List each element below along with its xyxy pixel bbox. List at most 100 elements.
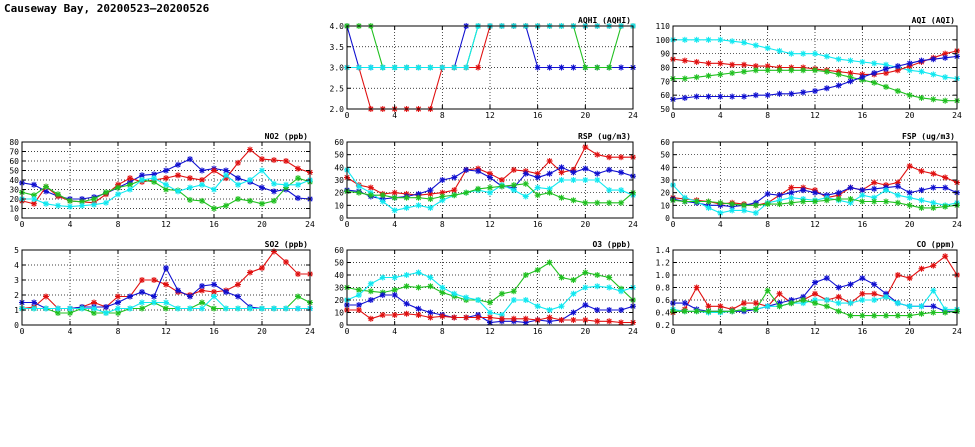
marker-stroke	[918, 266, 925, 272]
marker-stroke	[511, 182, 517, 188]
marker-stroke	[463, 190, 469, 196]
marker-stroke	[836, 284, 842, 291]
marker-stroke	[558, 195, 565, 201]
marker-stroke	[717, 303, 723, 309]
marker-stroke	[895, 300, 901, 306]
data-point	[91, 305, 97, 312]
data-point	[367, 288, 374, 295]
marker-stroke	[582, 166, 588, 172]
marker-stroke	[753, 92, 759, 98]
marker-stroke	[368, 192, 374, 198]
marker-stroke	[812, 67, 818, 73]
data-point	[451, 64, 458, 71]
y-tick-label: 40	[334, 163, 344, 172]
marker-stroke	[356, 287, 362, 293]
marker-stroke	[427, 205, 434, 211]
data-point	[163, 281, 169, 288]
marker-stroke	[705, 198, 712, 205]
x-tick-label: 20	[581, 220, 591, 229]
data-point	[139, 177, 145, 183]
data-point	[812, 88, 818, 95]
data-point	[606, 318, 613, 325]
x-tick-label: 16	[533, 111, 543, 120]
data-point	[475, 64, 482, 71]
data-point	[187, 184, 193, 191]
data-point	[475, 168, 482, 175]
data-point	[741, 202, 747, 209]
marker-stroke	[380, 292, 386, 298]
marker-stroke	[67, 310, 73, 316]
data-point	[729, 38, 736, 45]
data-point	[883, 187, 889, 194]
data-point	[463, 64, 470, 71]
marker-stroke	[682, 300, 688, 306]
marker-stroke	[753, 42, 759, 48]
data-point	[594, 151, 601, 158]
data-point	[800, 187, 807, 194]
data-point	[79, 202, 85, 209]
chart-title: RSP (ug/m3)	[578, 132, 631, 141]
data-point	[812, 198, 818, 205]
marker-stroke	[463, 167, 469, 173]
data-point	[139, 299, 145, 306]
marker-stroke	[415, 284, 422, 291]
marker-stroke	[295, 293, 301, 300]
y-tick-label: 30	[9, 186, 19, 195]
data-point	[942, 184, 949, 191]
data-point	[835, 196, 842, 202]
data-point	[451, 290, 458, 297]
x-tick-label: 8	[440, 111, 445, 120]
data-point	[558, 64, 565, 71]
marker-stroke	[259, 185, 265, 191]
y-tick-label: 80	[9, 138, 19, 147]
y-tick-label: 0	[14, 321, 19, 330]
data-point	[247, 146, 253, 153]
marker-stroke	[356, 307, 362, 313]
marker-stroke	[139, 289, 145, 295]
marker-stroke	[824, 85, 830, 91]
data-point	[283, 259, 289, 265]
marker-stroke	[187, 156, 193, 162]
marker-stroke	[283, 259, 289, 265]
marker-stroke	[847, 78, 854, 84]
marker-stroke	[535, 174, 541, 181]
data-point	[823, 275, 830, 282]
marker-stroke	[392, 292, 398, 298]
data-point	[930, 303, 937, 310]
marker-stroke	[271, 181, 277, 187]
marker-stroke	[271, 198, 277, 204]
marker-stroke	[824, 297, 830, 303]
x-tick-label: 0	[671, 111, 676, 120]
data-point	[717, 60, 724, 67]
data-point	[451, 187, 458, 194]
marker-stroke	[907, 163, 913, 169]
marker-stroke	[151, 179, 157, 185]
data-point	[871, 79, 878, 86]
data-point	[847, 281, 854, 288]
data-point	[247, 197, 253, 204]
data-point	[906, 189, 913, 196]
marker-stroke	[546, 171, 553, 177]
data-point	[391, 64, 398, 71]
data-point	[163, 186, 169, 193]
data-point	[582, 177, 589, 183]
marker-stroke	[115, 293, 121, 300]
marker-stroke	[487, 190, 493, 196]
chart-fsp: 0 10 20 30 40 50 60 0 4 8 12 16 20 24 FSP (ug/m3)	[660, 132, 962, 229]
marker-stroke	[895, 67, 901, 73]
marker-stroke	[907, 92, 913, 98]
marker-stroke	[103, 310, 109, 316]
data-point	[752, 306, 759, 313]
data-point	[379, 198, 386, 205]
x-tick-label: 8	[116, 327, 121, 336]
marker-stroke	[439, 193, 445, 200]
marker-stroke	[175, 287, 181, 294]
marker-stroke	[729, 62, 735, 68]
marker-stroke	[403, 195, 410, 201]
data-point	[705, 204, 712, 211]
marker-stroke	[151, 277, 157, 283]
marker-stroke	[283, 182, 289, 188]
data-point	[606, 199, 613, 206]
marker-stroke	[163, 265, 169, 271]
